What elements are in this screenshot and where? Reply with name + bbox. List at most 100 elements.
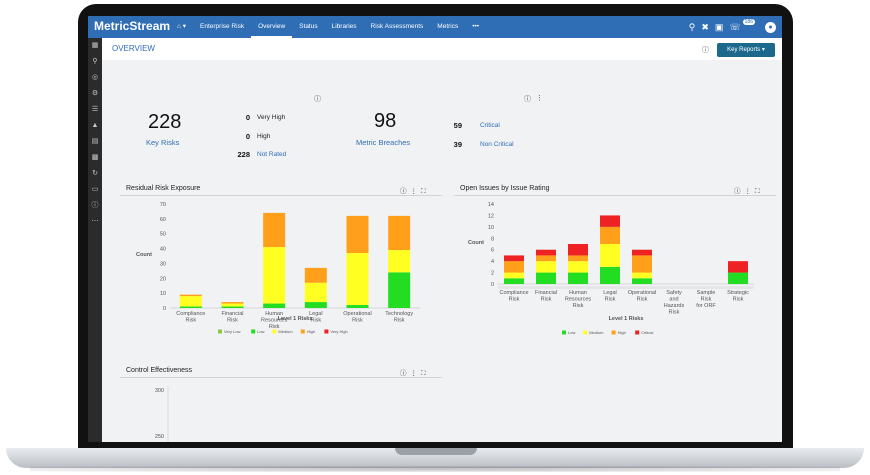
sidebar-info-icon[interactable]: ⓘ	[91, 202, 99, 209]
bar-segment	[504, 272, 524, 279]
legend-swatch	[562, 330, 566, 335]
info-icon[interactable]: ⓘ	[524, 96, 531, 103]
x-tick-label-line: Technology	[385, 311, 413, 317]
non-critical-link[interactable]: Non Critical	[480, 141, 514, 148]
x-tick-label-line: Risk	[669, 310, 680, 316]
legend-label: Low	[257, 329, 264, 334]
bar-segment	[728, 272, 748, 284]
x-tick-label-line: Risk	[637, 297, 648, 303]
calendar-icon[interactable]: ▣	[714, 21, 724, 32]
x-tick-label-line: Risk	[185, 318, 196, 324]
sidebar-target-icon[interactable]: ◎	[91, 74, 99, 81]
x-tick-label: Operational Risk	[628, 290, 656, 303]
x-tick-label-line: Compliance	[499, 290, 528, 296]
bar-segment	[600, 244, 620, 267]
critical-link[interactable]: Critical	[480, 122, 500, 129]
info-icon[interactable]: ⓘ	[400, 188, 411, 195]
bar-segment	[632, 249, 652, 256]
key-reports-button[interactable]: Key Reports ▾	[717, 43, 775, 57]
legend-label: Medium	[589, 330, 604, 335]
tools-icon[interactable]: ✖	[701, 21, 709, 32]
y-tick-label: 0	[163, 306, 166, 312]
x-tick-label-line: Financial	[221, 311, 243, 317]
sidebar-grid-icon[interactable]: ▦	[91, 42, 99, 49]
bar-segment	[346, 305, 369, 308]
sidebar-list-icon[interactable]: ☰	[91, 106, 99, 113]
expand-icon[interactable]: ⛶	[421, 370, 430, 377]
legend-swatch	[635, 330, 640, 335]
x-axis-label: Level 1 Risks	[278, 316, 313, 322]
sidebar-document-icon[interactable]: ▤	[91, 138, 99, 145]
horizontal-scrollbar[interactable]	[498, 286, 754, 289]
phone-icon[interactable]: ☏	[729, 21, 741, 32]
kebab-menu-icon[interactable]: ⋮	[410, 370, 421, 377]
legend-label: High	[618, 330, 626, 335]
panel-tools: ⓘ⋮⛶	[400, 367, 430, 378]
bar-segment	[568, 261, 588, 273]
help-icon[interactable]: ⓘ	[702, 47, 709, 54]
bar-segment	[304, 302, 327, 308]
legend-swatch	[272, 329, 277, 334]
legend-label: Low	[568, 330, 575, 335]
sidebar-chart-icon[interactable]: ▲	[91, 122, 99, 129]
user-avatar-icon[interactable]: ●	[765, 21, 776, 33]
nav-item-overview[interactable]: Overview	[251, 16, 293, 38]
nav-item-metrics[interactable]: Metrics	[437, 23, 459, 30]
sidebar-more-icon[interactable]: ⋯	[91, 218, 99, 225]
panel-title-residual: Residual Risk Exposure	[126, 185, 201, 192]
kebab-menu-icon[interactable]: ⋮	[410, 188, 421, 195]
bar-segment	[388, 215, 411, 251]
sidebar-box-icon[interactable]: ▭	[91, 186, 99, 193]
expand-icon[interactable]: ⛶	[755, 188, 764, 195]
breach-count: 39	[453, 140, 462, 149]
y-axis-label: Count	[468, 240, 484, 246]
bar-segment	[263, 303, 286, 308]
x-tick-label-line: Risk	[269, 324, 280, 330]
x-tick-label-line: Risk	[509, 297, 520, 303]
x-tick-label-line: Operational	[343, 311, 371, 317]
notification-badge: 186	[742, 19, 755, 25]
x-tick-label-line: Financial	[535, 290, 557, 296]
nav-home[interactable]: ⌂ ▾	[177, 23, 186, 30]
x-tick-label-line: Operational	[628, 290, 656, 296]
sidebar-refresh-icon[interactable]: ↻	[92, 170, 98, 177]
bar-segment	[388, 250, 411, 273]
nav-item-libraries[interactable]: Libraries	[331, 23, 357, 30]
bar-segment	[221, 302, 244, 304]
brand-logo: MetricStream	[94, 19, 171, 33]
app-screen: MetricStream ⌂ ▾ Enterprise Risk Overvie…	[88, 16, 782, 442]
nav-more[interactable]: •••	[472, 23, 480, 30]
expand-icon[interactable]: ⛶	[421, 188, 430, 195]
info-icon[interactable]: ⓘ	[734, 188, 745, 195]
metric-breaches-link[interactable]: Metric Breaches	[356, 138, 411, 147]
nav-item-risk-assessments[interactable]: Risk Assessments	[370, 23, 424, 30]
rating-count: 0	[245, 132, 250, 141]
kebab-menu-icon[interactable]: ⋮	[744, 188, 755, 195]
x-tick-label: Compliance Risk	[499, 290, 528, 303]
bar-segment	[600, 226, 620, 244]
nav-item-enterprise-risk[interactable]: Enterprise Risk	[200, 23, 245, 30]
not-rated-link[interactable]: Not Rated	[257, 151, 287, 158]
sidebar-folder-icon[interactable]: ▩	[91, 154, 99, 161]
kebab-menu-icon[interactable]: ⋮	[536, 95, 543, 102]
x-tick-label: Compliance Risk	[176, 311, 205, 324]
legend-swatch	[324, 329, 329, 334]
bar-segment	[504, 261, 524, 273]
x-tick-label-line: Legal	[309, 311, 322, 317]
y-tick-label: 2	[491, 271, 494, 277]
bar-segment	[263, 247, 286, 304]
search-icon[interactable]: ⚲	[688, 21, 696, 32]
y-axis-label: Count	[136, 252, 152, 258]
info-icon[interactable]: ⓘ	[314, 96, 321, 103]
legend-label: Critical	[641, 330, 653, 335]
key-risks-link[interactable]: Key Risks	[146, 138, 180, 147]
sidebar-search-icon[interactable]: ⚲	[92, 58, 98, 65]
info-icon[interactable]: ⓘ	[400, 370, 411, 377]
page-title: OVERVIEW	[112, 44, 155, 53]
sidebar-gear-icon[interactable]: ⚙	[91, 90, 99, 97]
metric-breaches-count: 98	[374, 110, 397, 132]
x-tick-label: Safety and Hazards Risk	[664, 290, 685, 316]
nav-item-status[interactable]: Status	[299, 23, 318, 30]
rating-label: Very High	[257, 114, 286, 121]
x-tick-label: Sample Risk for ORF	[696, 290, 716, 309]
